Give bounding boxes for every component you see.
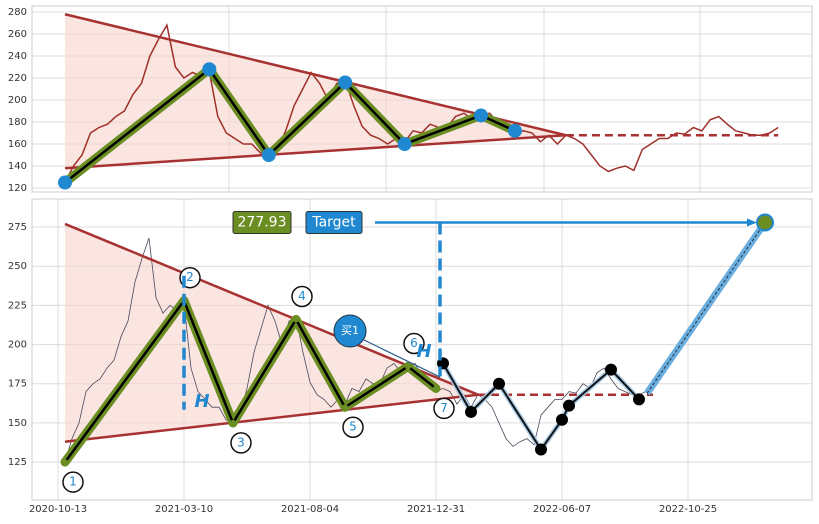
pattern-point — [62, 459, 68, 466]
pattern-line — [294, 318, 347, 409]
y-tick-label: 180 — [8, 117, 27, 128]
lower-trend — [64, 133, 566, 170]
y-tick-label: 140 — [8, 161, 27, 172]
point-label: 2 — [186, 270, 194, 284]
point-label: 5 — [349, 420, 357, 434]
y-tick-label: 280 — [8, 7, 27, 18]
height-label: H — [194, 391, 209, 412]
pattern-point — [293, 316, 299, 323]
forecast-point — [465, 405, 477, 418]
point-label: 6 — [410, 336, 418, 350]
x-tick-label: 2022-10-25 — [659, 504, 717, 515]
arrow-head — [747, 218, 757, 227]
price-line — [64, 237, 654, 463]
forecast-point — [556, 413, 568, 426]
buy-label: 买1 — [341, 324, 359, 337]
pattern-line — [343, 365, 410, 409]
y-tick-label: 150 — [8, 418, 27, 429]
forecast-point — [535, 443, 547, 456]
y-tick-label: 200 — [8, 95, 27, 106]
y-tick-label: 125 — [8, 457, 27, 468]
forecast-line — [540, 418, 563, 451]
point-label: 1 — [69, 475, 77, 489]
pattern-point — [58, 175, 72, 190]
point-label: 3 — [237, 435, 245, 449]
lower-trend — [64, 393, 479, 443]
y-tick-label: 260 — [8, 29, 27, 40]
pattern-point — [397, 137, 412, 152]
pattern-line — [343, 81, 406, 146]
pattern-point — [230, 419, 236, 426]
point-label-ring — [342, 416, 364, 438]
forecast-point — [563, 399, 575, 412]
y-tick-label: 220 — [8, 73, 27, 84]
forecast-line — [470, 382, 500, 413]
point-label-ring — [433, 397, 455, 420]
pattern-point — [507, 123, 522, 138]
point-label: 7 — [440, 401, 448, 415]
pattern-point — [342, 404, 348, 411]
y-tick-label: 160 — [8, 139, 27, 150]
pattern-point — [474, 108, 489, 123]
target-box — [305, 210, 363, 234]
pattern-line — [208, 67, 271, 157]
pattern-point — [202, 62, 217, 77]
pattern-line — [182, 299, 235, 425]
forecast-line — [568, 368, 612, 407]
x-tick-label: 2021-12-31 — [407, 504, 465, 515]
point-label-ring — [62, 471, 84, 493]
x-tick-label: 2022-06-07 — [533, 504, 591, 515]
point-label: 4 — [298, 289, 306, 303]
pattern-point — [433, 385, 439, 392]
target-value: 277.93 — [238, 214, 287, 230]
y-tick-label: 250 — [8, 261, 27, 272]
y-tick-label: 225 — [8, 300, 27, 311]
buy-pointer — [363, 339, 441, 378]
x-tick-label: 2020-10-13 — [29, 504, 87, 515]
y-tick-label: 200 — [8, 340, 27, 351]
buy-marker — [333, 314, 367, 348]
pattern-line — [406, 365, 438, 390]
target-text: Target — [311, 214, 356, 230]
pattern-line — [231, 318, 298, 425]
forecast-point — [493, 377, 505, 390]
pattern-point — [405, 363, 411, 370]
forecast-line — [610, 368, 640, 401]
y-tick-label: 275 — [8, 222, 27, 233]
forecast-line — [498, 382, 542, 451]
y-tick-label: 120 — [8, 183, 27, 194]
target-point — [756, 213, 774, 232]
forecast-point — [633, 393, 645, 406]
x-tick-label: 2021-08-04 — [281, 504, 339, 515]
point-label-ring — [230, 432, 252, 454]
pattern-line — [403, 114, 483, 146]
projection-band — [644, 220, 768, 396]
pattern-line — [63, 67, 211, 184]
pattern-line — [267, 81, 347, 157]
x-tick-label: 2021-03-10 — [155, 504, 213, 515]
pattern-point — [338, 75, 353, 90]
target-value-box — [232, 210, 292, 234]
pattern-point — [261, 148, 276, 163]
forecast-line — [442, 362, 472, 413]
y-tick-label: 175 — [8, 379, 27, 390]
pattern-line — [63, 299, 186, 464]
height-label: H — [416, 341, 431, 362]
forecast-point — [605, 363, 617, 376]
y-tick-label: 240 — [8, 51, 27, 62]
point-label-ring — [403, 332, 425, 355]
point-label-ring — [291, 285, 313, 308]
